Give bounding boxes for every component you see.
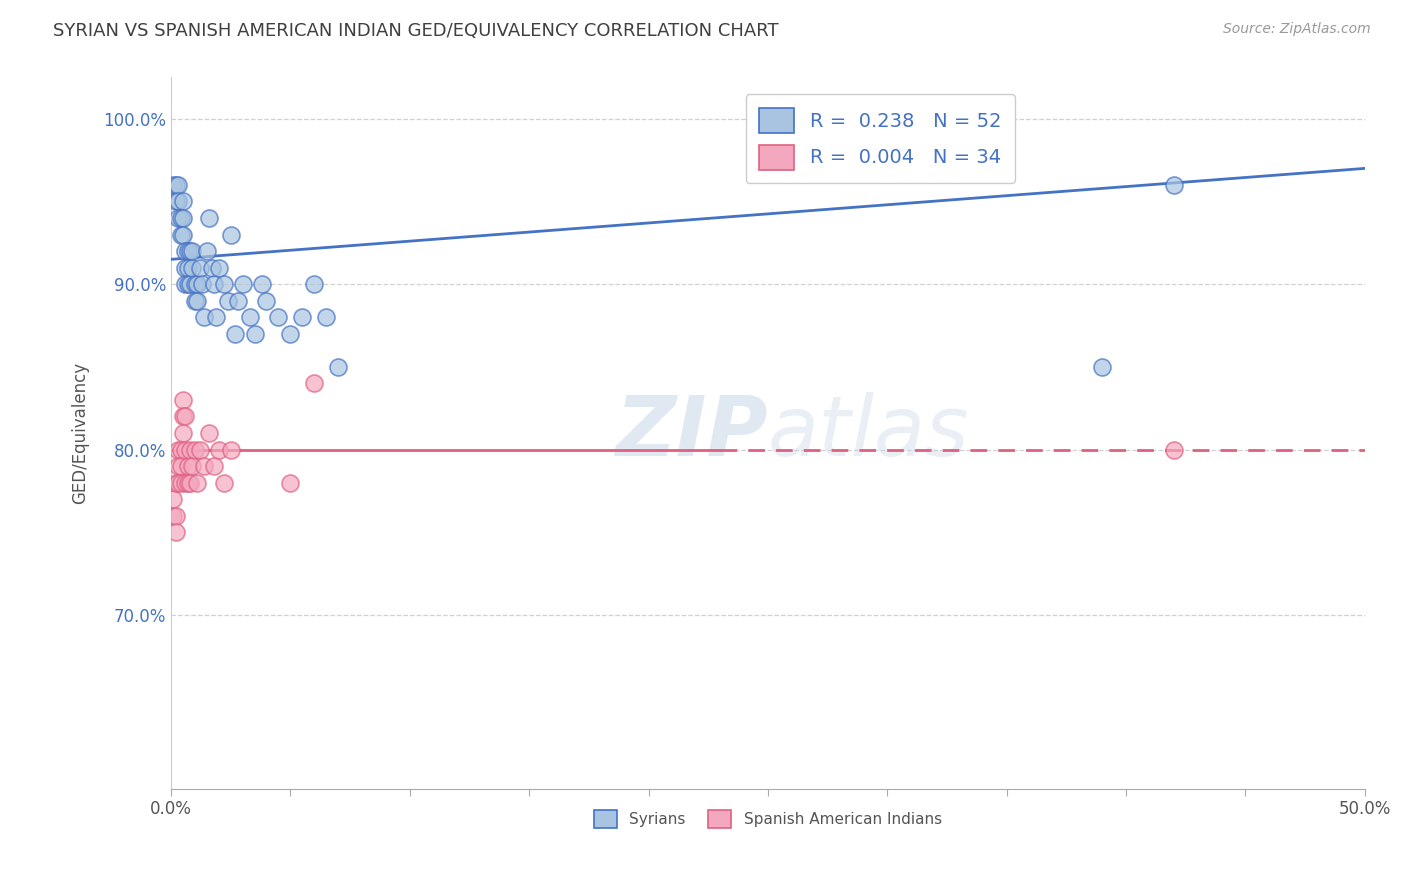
Point: [250, 277, 273, 292]
Point: [304, 376, 326, 391]
Point: [169, 211, 191, 225]
Point: [181, 458, 204, 473]
Point: [198, 211, 221, 225]
Point: [191, 277, 214, 292]
Point: [167, 458, 190, 473]
Point: [193, 310, 215, 325]
Point: [184, 442, 207, 457]
Legend: Syrians, Spanish American Indians: Syrians, Spanish American Indians: [588, 805, 948, 834]
Point: [167, 442, 190, 457]
Point: [174, 475, 197, 490]
Point: [208, 260, 231, 275]
Point: [224, 326, 246, 341]
Point: [172, 392, 194, 407]
Point: [202, 277, 225, 292]
Y-axis label: GED/Equivalency: GED/Equivalency: [72, 362, 89, 504]
Point: [181, 244, 204, 258]
Point: [167, 194, 190, 209]
Point: [239, 310, 262, 325]
Point: [184, 277, 207, 292]
Point: [174, 277, 197, 292]
Point: [179, 442, 201, 457]
Point: [184, 293, 207, 308]
Point: [169, 227, 191, 242]
Point: [280, 475, 302, 490]
Point: [205, 310, 228, 325]
Point: [226, 293, 249, 308]
Point: [1163, 178, 1185, 192]
Point: [174, 442, 197, 457]
Point: [212, 475, 235, 490]
Point: [165, 178, 187, 192]
Point: [165, 508, 187, 523]
Point: [179, 244, 201, 258]
Point: [172, 227, 194, 242]
Point: [172, 409, 194, 424]
Point: [165, 475, 187, 490]
Point: [177, 277, 200, 292]
Point: [280, 326, 302, 341]
Point: [186, 475, 208, 490]
Point: [267, 310, 290, 325]
Point: [172, 425, 194, 440]
Point: [202, 458, 225, 473]
Point: [179, 475, 201, 490]
Text: ZIP: ZIP: [616, 392, 768, 474]
Point: [315, 310, 337, 325]
Point: [304, 277, 326, 292]
Point: [186, 277, 208, 292]
Point: [169, 458, 191, 473]
Point: [167, 211, 190, 225]
Point: [162, 178, 184, 192]
Point: [181, 260, 204, 275]
Point: [167, 178, 190, 192]
Text: SYRIAN VS SPANISH AMERICAN INDIAN GED/EQUIVALENCY CORRELATION CHART: SYRIAN VS SPANISH AMERICAN INDIAN GED/EQ…: [53, 22, 779, 40]
Point: [326, 359, 349, 374]
Point: [174, 260, 197, 275]
Point: [177, 260, 200, 275]
Text: Source: ZipAtlas.com: Source: ZipAtlas.com: [1223, 22, 1371, 37]
Point: [193, 458, 215, 473]
Point: [217, 293, 239, 308]
Point: [172, 194, 194, 209]
Point: [232, 277, 254, 292]
Text: atlas: atlas: [768, 392, 970, 474]
Point: [243, 326, 266, 341]
Point: [167, 475, 190, 490]
Point: [200, 260, 222, 275]
Point: [1163, 442, 1185, 457]
Point: [188, 260, 211, 275]
Point: [219, 227, 242, 242]
Point: [1091, 359, 1114, 374]
Point: [177, 244, 200, 258]
Point: [186, 293, 208, 308]
Point: [165, 525, 187, 540]
Point: [208, 442, 231, 457]
Point: [179, 277, 201, 292]
Point: [198, 425, 221, 440]
Point: [162, 508, 184, 523]
Point: [195, 244, 218, 258]
Point: [177, 475, 200, 490]
Point: [174, 409, 197, 424]
Point: [177, 458, 200, 473]
Point: [162, 492, 184, 507]
Point: [212, 277, 235, 292]
Point: [165, 194, 187, 209]
Point: [256, 293, 278, 308]
Point: [172, 211, 194, 225]
Point: [169, 475, 191, 490]
Point: [219, 442, 242, 457]
Point: [169, 442, 191, 457]
Point: [174, 244, 197, 258]
Point: [291, 310, 314, 325]
Point: [188, 442, 211, 457]
